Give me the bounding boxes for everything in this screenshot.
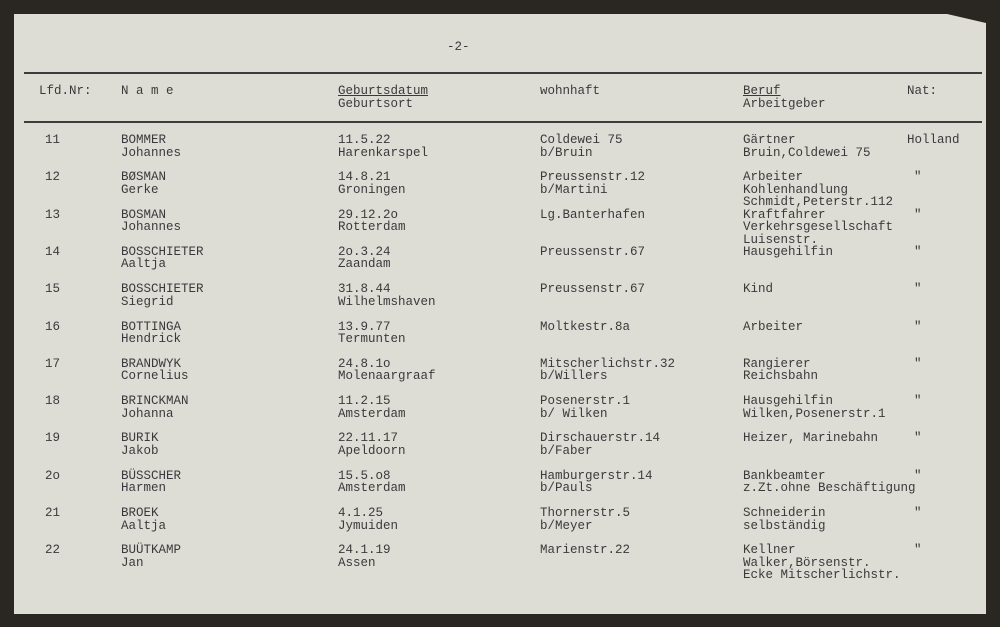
table-row: 15 BOSSCHIETER Siegrid 31.8.44 Wilhelmshav…	[14, 283, 986, 320]
person-name: BØSMAN Gerke	[121, 170, 167, 197]
header-nationality: Nat:	[907, 84, 938, 98]
table-row: 2o BÜSSCHER Harmen 15.5.o8 Amsterdam Hambur…	[14, 468, 986, 507]
birth-date-place: 31.8.44 Wilhelmshaven	[338, 282, 436, 309]
person-name: BOSSCHIETER Siegrid	[121, 282, 204, 309]
document-page: -2- Lfd.Nr: N a m e Geburtsdatum Geburts…	[14, 14, 986, 614]
table-row: 17 BRANDWYK Cornelius 24.8.1o Molenaargraa…	[14, 358, 986, 395]
residence: Coldewei 75 b/Bruin	[540, 133, 623, 160]
birth-date-place: 11.5.22 Harenkarspel	[338, 133, 429, 160]
person-name: BRANDWYK Cornelius	[121, 356, 189, 384]
birth-date-place: 11.2.15 Amsterdam	[338, 394, 406, 421]
person-name: BOSMAN Johannes	[121, 207, 182, 235]
birth-date-place: 24.1.19 Assen	[338, 543, 391, 570]
header-bottom-rule	[24, 121, 982, 123]
nationality: "	[914, 356, 922, 371]
row-number: 13	[45, 207, 61, 222]
table-row: 18 BRINCKMAN Johanna 11.2.15 Amsterdam Pose…	[14, 395, 986, 432]
residence: Marienstr.22	[540, 543, 631, 558]
nationality: "	[914, 170, 922, 185]
page-number: -2-	[447, 40, 470, 54]
person-name: BÜSSCHER Harmen	[121, 468, 182, 496]
residence: Thornerstr.5 b/Meyer	[540, 506, 631, 533]
table-row: 13 BOSMAN Johannes 29.12.2o Rotterdam Lg.Ba…	[14, 207, 986, 247]
header-residence: wohnhaft	[540, 84, 601, 98]
residence: Posenerstr.1 b/ Wilken	[540, 394, 631, 421]
nationality: "	[914, 506, 922, 520]
occupation-employer: Rangierer Reichsbahn	[743, 356, 819, 384]
header-name: N a m e	[121, 84, 174, 98]
person-name: BOMMER Johannes	[121, 133, 182, 160]
birth-date-place: 4.1.25 Jymuiden	[338, 506, 399, 533]
row-number: 19	[45, 431, 61, 446]
nationality: Holland	[907, 133, 960, 147]
person-name: BOTTINGA Hendrick	[121, 319, 182, 346]
residence: Moltkestr.8a	[540, 319, 631, 334]
table-row: 19 BURIK Jakob 22.11.17 Apeldoorn Dirschaue…	[14, 432, 986, 469]
nationality: "	[914, 543, 922, 558]
row-number: 21	[45, 506, 61, 520]
nationality: "	[914, 468, 922, 483]
occupation-employer: Arbeiter	[743, 319, 804, 334]
occupation-employer: Hausgehilfin Wilken,Posenerstr.1	[743, 394, 886, 421]
row-number: 22	[45, 543, 61, 558]
nationality: "	[914, 244, 922, 259]
occupation-employer: Kind	[743, 282, 774, 297]
header-birth-date: Geburtsdatum	[338, 84, 429, 98]
person-name: BOSSCHIETER Aaltja	[121, 244, 204, 272]
occupation-employer: Hausgehilfin	[743, 244, 834, 259]
nationality: "	[914, 319, 922, 334]
person-name: BROEK Aaltja	[121, 506, 167, 533]
occupation-employer: Arbeiter Kohlenhandlung Schmidt,Peterstr…	[743, 170, 894, 210]
table-row: 21 BROEK Aaltja 4.1.25 Jymuiden Thornerstr.…	[14, 507, 986, 544]
row-number: 17	[45, 356, 61, 371]
table-row: 14 BOSSCHIETER Aaltja 2o.3.24 Zaandam Preus…	[14, 246, 986, 283]
birth-date-place: 15.5.o8 Amsterdam	[338, 468, 406, 496]
row-number: 12	[45, 170, 61, 185]
birth-date-place: 14.8.21 Groningen	[338, 170, 406, 197]
occupation-employer: Bankbeamter z.Zt.ohne Beschäftigung	[743, 468, 916, 496]
residence: Mitscherlichstr.32 b/Willers	[540, 356, 676, 384]
residence: Lg.Banterhafen	[540, 207, 646, 222]
table-row: 16 BOTTINGA Hendrick 13.9.77 Termunten Molt…	[14, 319, 986, 358]
birth-date-place: 13.9.77 Termunten	[338, 319, 406, 346]
row-number: 14	[45, 244, 61, 259]
header-nr: Lfd.Nr:	[39, 84, 92, 98]
nationality: "	[914, 394, 922, 409]
table-row: 12 BØSMAN Gerke 14.8.21 Groningen Preussens…	[14, 171, 986, 208]
table-row: 22 BUÜTKAMP Jan 24.1.19 Assen Marienstr.22 K…	[14, 544, 986, 581]
birth-date-place: 22.11.17 Apeldoorn	[338, 431, 406, 458]
header-birth-place: Geburtsort	[338, 97, 414, 111]
occupation-employer: Gärtner Bruin,Coldewei 75	[743, 133, 871, 160]
person-name: BUÜTKAMP Jan	[121, 543, 182, 570]
row-number: 15	[45, 282, 61, 297]
residence: Preussenstr.67	[540, 244, 646, 259]
nationality: "	[914, 207, 922, 222]
residence: Dirschauerstr.14 b/Faber	[540, 431, 661, 458]
occupation-employer: Schneiderin selbständig	[743, 506, 826, 533]
row-number: 11	[45, 133, 61, 147]
birth-date-place: 29.12.2o Rotterdam	[338, 207, 406, 235]
row-number: 18	[45, 394, 61, 409]
occupation-employer: Kellner Walker,Börsenstr. Ecke Mitscherl…	[743, 543, 901, 583]
table-row: 11 BOMMER Johannes 11.5.22 Harenkarspel Col…	[14, 134, 986, 171]
occupation-employer: Kraftfahrer Verkehrsgesellschaft Luisens…	[743, 207, 894, 247]
row-number: 2o	[45, 468, 61, 483]
header-employer: Arbeitgeber	[743, 97, 826, 111]
nationality: "	[914, 431, 922, 446]
person-name: BURIK Jakob	[121, 431, 159, 458]
person-name: BRINCKMAN Johanna	[121, 394, 189, 421]
residence: Preussenstr.67	[540, 282, 646, 297]
residence: Preussenstr.12 b/Martini	[540, 170, 646, 197]
residence: Hamburgerstr.14 b/Pauls	[540, 468, 653, 496]
occupation-employer: Heizer, Marinebahn	[743, 431, 879, 446]
nationality: "	[914, 282, 922, 297]
birth-date-place: 24.8.1o Molenaargraaf	[338, 356, 436, 384]
header-top-rule	[24, 72, 982, 74]
birth-date-place: 2o.3.24 Zaandam	[338, 244, 391, 272]
row-number: 16	[45, 319, 61, 334]
header-occupation: Beruf	[743, 84, 781, 98]
